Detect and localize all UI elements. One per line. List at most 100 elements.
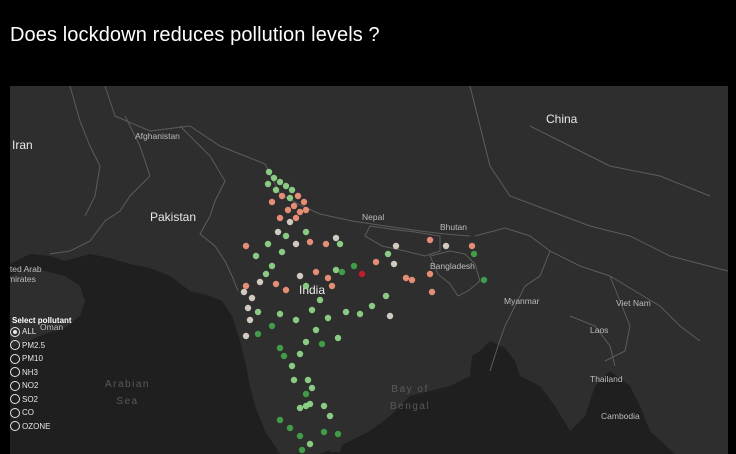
station-marker[interactable] xyxy=(382,292,390,300)
radio-icon[interactable] xyxy=(10,407,20,418)
radio-icon[interactable] xyxy=(10,326,20,337)
station-marker[interactable] xyxy=(298,446,306,454)
station-marker[interactable] xyxy=(402,274,410,282)
station-marker[interactable] xyxy=(280,352,288,360)
station-marker[interactable] xyxy=(292,316,300,324)
station-marker[interactable] xyxy=(350,262,358,270)
station-marker[interactable] xyxy=(272,280,280,288)
station-marker[interactable] xyxy=(296,272,304,280)
station-marker[interactable] xyxy=(308,306,316,314)
station-markers[interactable] xyxy=(10,86,728,454)
station-marker[interactable] xyxy=(480,276,488,284)
station-marker[interactable] xyxy=(408,276,416,284)
station-marker[interactable] xyxy=(468,242,476,250)
station-marker[interactable] xyxy=(256,278,264,286)
map-canvas[interactable] xyxy=(10,86,728,454)
station-marker[interactable] xyxy=(302,338,310,346)
filter-option-pm10[interactable]: PM10 xyxy=(10,352,90,366)
filter-option-all[interactable]: ALL xyxy=(10,325,90,339)
station-marker[interactable] xyxy=(268,322,276,330)
station-marker[interactable] xyxy=(302,228,310,236)
station-marker[interactable] xyxy=(312,326,320,334)
station-marker[interactable] xyxy=(320,428,328,436)
station-marker[interactable] xyxy=(252,252,260,260)
station-marker[interactable] xyxy=(268,198,276,206)
radio-icon[interactable] xyxy=(10,353,20,364)
station-marker[interactable] xyxy=(296,208,304,216)
station-marker[interactable] xyxy=(270,174,278,182)
station-marker[interactable] xyxy=(276,416,284,424)
station-marker[interactable] xyxy=(265,168,273,176)
station-marker[interactable] xyxy=(338,268,346,276)
radio-icon[interactable] xyxy=(10,340,20,351)
filter-option-so2[interactable]: SO2 xyxy=(10,393,90,407)
station-marker[interactable] xyxy=(326,412,334,420)
radio-icon[interactable] xyxy=(10,394,20,405)
station-marker[interactable] xyxy=(332,266,340,274)
station-marker[interactable] xyxy=(386,312,394,320)
station-marker[interactable] xyxy=(292,240,300,248)
station-marker[interactable] xyxy=(292,214,300,222)
station-marker[interactable] xyxy=(254,308,262,316)
station-marker[interactable] xyxy=(268,262,276,270)
station-marker[interactable] xyxy=(426,270,434,278)
station-marker[interactable] xyxy=(328,282,336,290)
station-marker[interactable] xyxy=(246,316,254,324)
station-marker[interactable] xyxy=(264,180,272,188)
radio-icon[interactable] xyxy=(10,367,20,378)
station-marker[interactable] xyxy=(290,202,298,210)
station-marker[interactable] xyxy=(324,274,332,282)
station-marker[interactable] xyxy=(372,258,380,266)
station-marker[interactable] xyxy=(302,390,310,398)
station-marker[interactable] xyxy=(442,242,450,250)
station-marker[interactable] xyxy=(312,268,320,276)
station-marker[interactable] xyxy=(318,340,326,348)
station-marker[interactable] xyxy=(278,248,286,256)
pollution-map[interactable]: China Iran Afghanistan Pakistan Nepal Bh… xyxy=(10,86,728,454)
filter-option-no2[interactable]: NO2 xyxy=(10,379,90,393)
station-marker[interactable] xyxy=(302,282,310,290)
station-marker[interactable] xyxy=(384,250,392,258)
station-marker[interactable] xyxy=(294,192,302,200)
station-marker[interactable] xyxy=(358,270,366,278)
station-marker[interactable] xyxy=(332,234,340,242)
station-marker[interactable] xyxy=(296,350,304,358)
station-marker[interactable] xyxy=(288,186,296,194)
station-marker[interactable] xyxy=(304,376,312,384)
station-marker[interactable] xyxy=(262,270,270,278)
station-marker[interactable] xyxy=(242,242,250,250)
station-marker[interactable] xyxy=(288,362,296,370)
station-marker[interactable] xyxy=(284,206,292,214)
station-marker[interactable] xyxy=(264,240,272,248)
station-marker[interactable] xyxy=(342,308,350,316)
station-marker[interactable] xyxy=(302,206,310,214)
filter-option-co[interactable]: CO xyxy=(10,406,90,420)
filter-option-ozone[interactable]: OZONE xyxy=(10,420,90,434)
station-marker[interactable] xyxy=(276,344,284,352)
station-marker[interactable] xyxy=(242,282,250,290)
station-marker[interactable] xyxy=(390,260,398,268)
station-marker[interactable] xyxy=(316,296,324,304)
station-marker[interactable] xyxy=(248,294,256,302)
filter-option-pm25[interactable]: PM2.5 xyxy=(10,339,90,353)
station-marker[interactable] xyxy=(322,240,330,248)
station-marker[interactable] xyxy=(392,242,400,250)
station-marker[interactable] xyxy=(334,334,342,342)
station-marker[interactable] xyxy=(282,182,290,190)
station-marker[interactable] xyxy=(308,384,316,392)
station-marker[interactable] xyxy=(286,218,294,226)
station-marker[interactable] xyxy=(242,332,250,340)
station-marker[interactable] xyxy=(244,304,252,312)
station-marker[interactable] xyxy=(272,186,280,194)
pollutant-filter[interactable]: Select pollutant ALL PM2.5 PM10 NH3 NO2 … xyxy=(10,316,90,433)
station-marker[interactable] xyxy=(276,178,284,186)
station-marker[interactable] xyxy=(426,236,434,244)
station-marker[interactable] xyxy=(296,432,304,440)
station-marker[interactable] xyxy=(336,240,344,248)
radio-icon[interactable] xyxy=(10,421,20,432)
station-marker[interactable] xyxy=(306,440,314,448)
station-marker[interactable] xyxy=(240,288,248,296)
radio-icon[interactable] xyxy=(10,380,20,391)
station-marker[interactable] xyxy=(428,288,436,296)
station-marker[interactable] xyxy=(276,310,284,318)
